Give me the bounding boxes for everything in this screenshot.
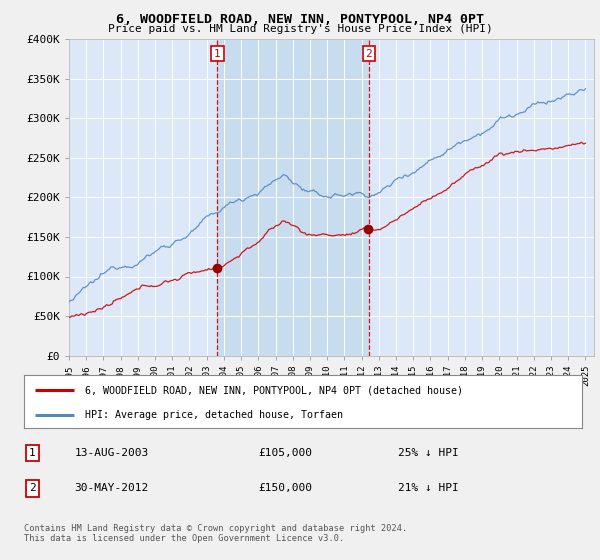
Text: 1: 1 [214,49,221,59]
Text: 2: 2 [365,49,372,59]
Text: 1: 1 [29,447,36,458]
Text: £105,000: £105,000 [259,447,313,458]
Bar [217,39,368,356]
Text: 30-MAY-2012: 30-MAY-2012 [74,483,148,493]
Text: 2: 2 [29,483,36,493]
Text: 6, WOODFIELD ROAD, NEW INN, PONTYPOOL, NP4 0PT: 6, WOODFIELD ROAD, NEW INN, PONTYPOOL, N… [116,13,484,26]
Text: 21% ↓ HPI: 21% ↓ HPI [398,483,458,493]
Text: HPI: Average price, detached house, Torfaen: HPI: Average price, detached house, Torf… [85,409,343,419]
Text: £150,000: £150,000 [259,483,313,493]
Text: 25% ↓ HPI: 25% ↓ HPI [398,447,458,458]
Text: 6, WOODFIELD ROAD, NEW INN, PONTYPOOL, NP4 0PT (detached house): 6, WOODFIELD ROAD, NEW INN, PONTYPOOL, N… [85,385,463,395]
Text: Price paid vs. HM Land Registry's House Price Index (HPI): Price paid vs. HM Land Registry's House … [107,24,493,34]
Text: Contains HM Land Registry data © Crown copyright and database right 2024.
This d: Contains HM Land Registry data © Crown c… [24,524,407,543]
Text: 13-AUG-2003: 13-AUG-2003 [74,447,148,458]
